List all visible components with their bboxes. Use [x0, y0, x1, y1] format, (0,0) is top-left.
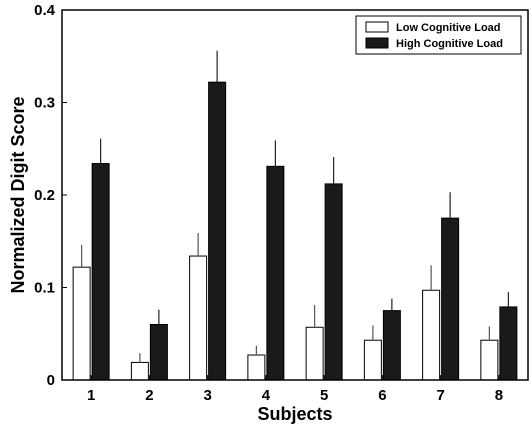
legend-label-high: High Cognitive Load — [396, 38, 503, 50]
y-tick-label: 0 — [47, 372, 55, 389]
y-tick-label: 0.1 — [34, 280, 55, 297]
y-tick-label: 0.2 — [34, 187, 55, 204]
legend-label-low: Low Cognitive Load — [396, 22, 501, 34]
x-tick-label: 3 — [203, 387, 211, 404]
legend-swatch-high — [365, 37, 389, 49]
bar-low-subject-3 — [189, 255, 208, 381]
x-axis-tick-labels: 1 2 3 4 5 6 7 8 — [87, 387, 503, 404]
bar-low-subject-8 — [480, 339, 499, 381]
bar-high-subject-5 — [324, 183, 343, 381]
x-axis-title: Subjects — [257, 404, 332, 424]
x-tick-label: 1 — [87, 387, 95, 404]
axis-ticks — [62, 9, 500, 381]
bar-high-subject-4 — [266, 165, 285, 381]
y-tick-label: 0.4 — [34, 2, 56, 19]
legend: Low Cognitive Load High Cognitive Load — [355, 15, 522, 55]
x-tick-label: 5 — [320, 387, 328, 404]
bar-high-subject-6 — [382, 310, 401, 381]
bar-low-subject-4 — [247, 354, 266, 381]
error-bars-layer — [81, 50, 509, 363]
x-tick-label: 7 — [436, 387, 444, 404]
bar-high-subject-8 — [499, 306, 518, 381]
bars-layer — [72, 81, 518, 381]
legend-swatch-low — [365, 21, 389, 33]
bar-low-subject-2 — [130, 361, 149, 381]
x-tick-label: 6 — [378, 387, 386, 404]
bar-low-subject-1 — [72, 266, 91, 381]
y-tick-label: 0.3 — [34, 95, 55, 112]
y-axis-title: Normalized Digit Score — [8, 96, 28, 293]
bar-low-subject-6 — [363, 339, 382, 381]
bar-high-subject-7 — [441, 217, 460, 381]
bar-low-subject-7 — [422, 289, 441, 381]
bar-high-subject-1 — [91, 163, 110, 381]
y-axis-tick-labels: 0 0.1 0.2 0.3 0.4 — [34, 2, 56, 389]
x-tick-label: 8 — [495, 387, 503, 404]
x-tick-label: 2 — [145, 387, 153, 404]
bar-low-subject-5 — [305, 326, 324, 381]
bar-high-subject-2 — [149, 324, 168, 381]
x-tick-label: 4 — [262, 387, 271, 404]
bar-high-subject-3 — [208, 81, 227, 381]
